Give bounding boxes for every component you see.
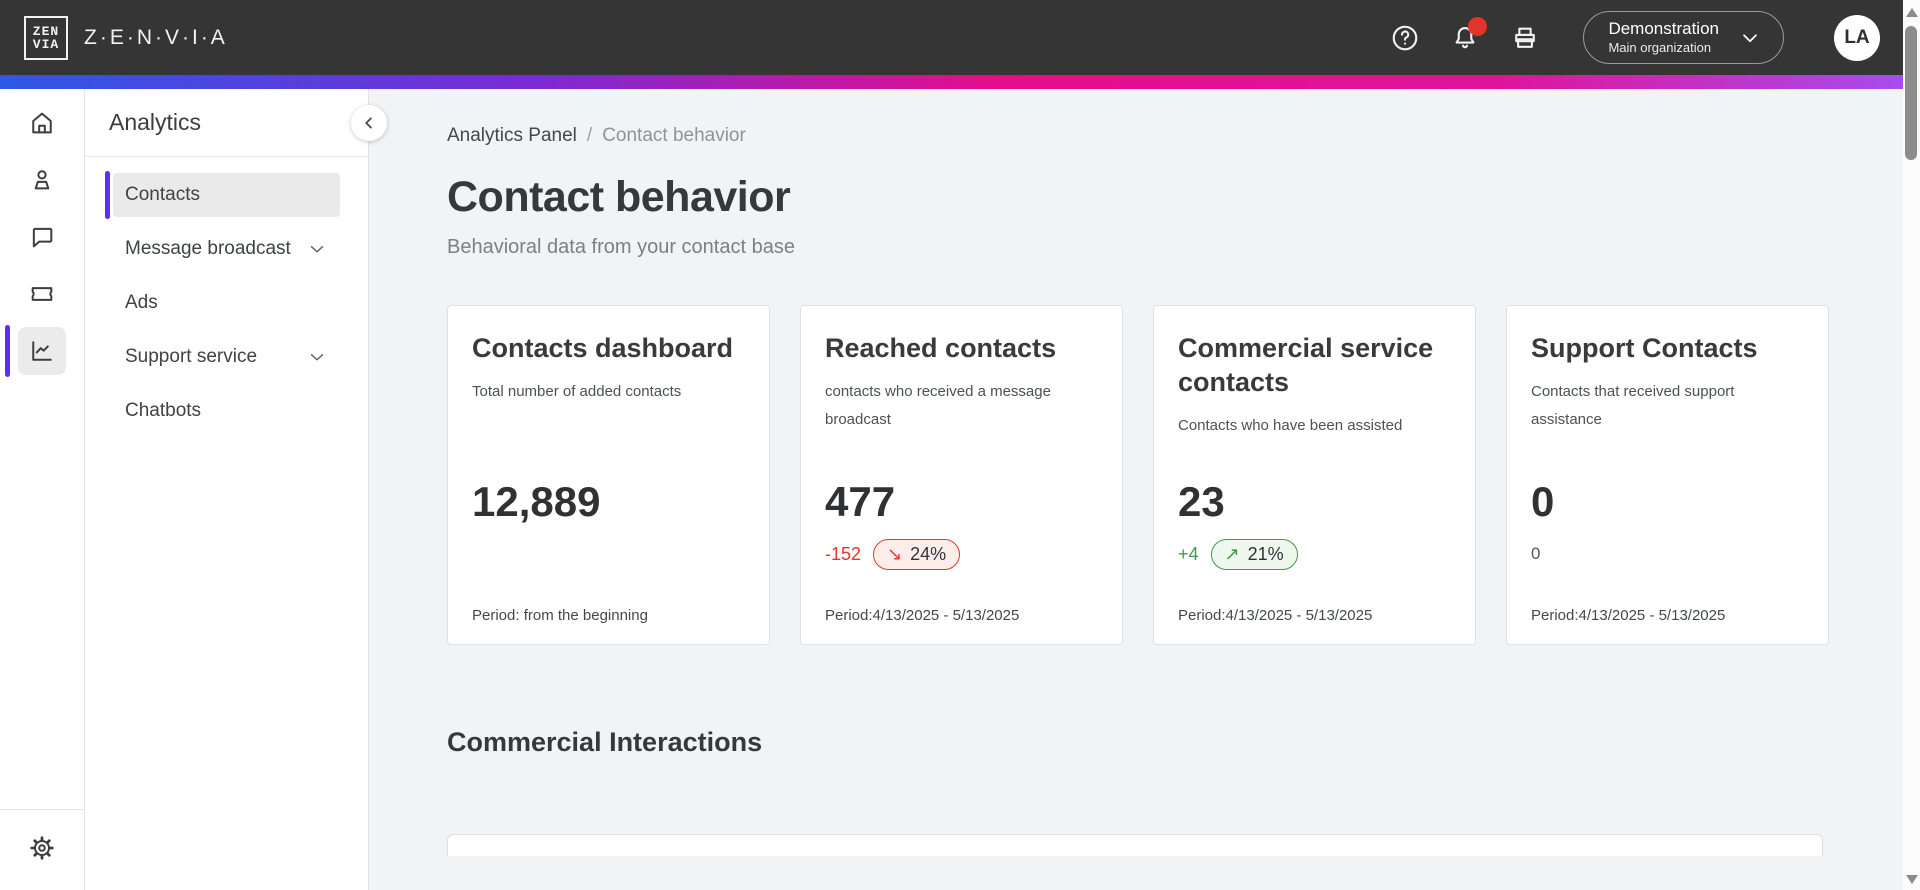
sidebar-item-ads[interactable]: Ads (113, 281, 340, 325)
delta-value: -152 (825, 543, 862, 564)
kpi-cards-row: Contacts dashboard Total number of added… (447, 305, 1920, 645)
rail-item-settings[interactable] (18, 824, 66, 872)
icon-rail (0, 89, 85, 890)
sidebar-item-label: Contacts (125, 184, 200, 205)
delta-value: +4 (1178, 543, 1199, 564)
scrollbar-down-arrow[interactable] (1906, 875, 1918, 884)
trend-up-arrow-icon: ↗ (1224, 543, 1240, 564)
card-value: 0 (1531, 478, 1555, 525)
card-reached-contacts[interactable]: Reached contacts contacts who received a… (800, 305, 1123, 645)
sidebar-title: Analytics (109, 109, 202, 135)
organization-name: Demonstration (1608, 19, 1719, 39)
chevron-down-icon (306, 238, 328, 260)
home-icon (28, 109, 56, 137)
scrollbar-thumb[interactable] (1905, 26, 1917, 160)
ticket-icon (28, 280, 56, 308)
card-period: Period:4/13/2025 - 5/13/2025 (1178, 607, 1373, 624)
card-title: Contacts dashboard (472, 333, 734, 363)
notification-dot (1468, 16, 1488, 36)
organization-switcher[interactable]: Demonstration Main organization (1583, 11, 1784, 64)
gear-icon (28, 834, 56, 862)
sidebar-item-support-service[interactable]: Support service (113, 335, 340, 379)
rail-item-home[interactable] (18, 99, 66, 147)
notifications-bell-icon[interactable] (1449, 16, 1488, 54)
card-value: 23 (1178, 478, 1225, 525)
card-commercial-service-contacts[interactable]: Commercial service contacts Contacts who… (1153, 305, 1476, 645)
card-contacts-dashboard[interactable]: Contacts dashboard Total number of added… (447, 305, 770, 645)
card-title: Reached contacts (825, 333, 1057, 363)
sidebar-collapse-button[interactable] (351, 105, 387, 141)
card-description: Total number of added contacts (472, 382, 682, 400)
logo-text-top: ZEN (32, 23, 60, 39)
card-title: Commercial service contacts (1178, 333, 1434, 397)
rail-item-analytics[interactable] (5, 325, 66, 377)
brand: ZEN VIA Z·E·N·V·I·A (24, 15, 228, 60)
breadcrumb-separator: / (586, 125, 593, 146)
trend-badge-down: ↘ 24% (873, 538, 961, 570)
sidebar-item-label: Chatbots (125, 400, 202, 421)
logo-text-bottom: VIA (32, 36, 60, 52)
breadcrumb: Analytics Panel / Contact behavior (447, 125, 1920, 147)
card-description: contacts who received a message broadcas… (825, 382, 1051, 429)
page-title: Contact behavior (447, 173, 791, 221)
delta-value: 0 (1531, 544, 1541, 563)
chat-bubble-icon (28, 223, 56, 251)
trend-badge-up: ↗ 21% (1210, 538, 1298, 570)
organization-subtitle: Main organization (1608, 39, 1712, 55)
trend-percentage: 21% (1247, 543, 1284, 564)
page-subtitle: Behavioral data from your contact base (447, 236, 795, 258)
person-icon (28, 166, 56, 194)
scrollbar-up-arrow[interactable] (1906, 8, 1918, 17)
zenvia-logo-icon: ZEN VIA (24, 15, 68, 60)
rail-item-tickets[interactable] (18, 270, 66, 318)
topbar: ZEN VIA Z·E·N·V·I·A (0, 0, 1920, 75)
card-value: 12,889 (472, 478, 601, 525)
card-support-contacts[interactable]: Support Contacts Contacts that received … (1506, 305, 1829, 645)
chevron-down-icon (306, 346, 328, 368)
sidebar-item-chatbots[interactable]: Chatbots (113, 389, 340, 433)
card-description: Contacts that received support assistanc… (1531, 382, 1735, 429)
trend-down-arrow-icon: ↘ (887, 543, 903, 564)
analytics-sidebar: Analytics Contacts Message broadcast Ads… (85, 89, 369, 890)
rail-item-contacts[interactable] (18, 156, 66, 204)
card-description: Contacts who have been assisted (1178, 416, 1403, 434)
sidebar-item-label: Message broadcast (125, 238, 291, 259)
card-value: 477 (825, 478, 896, 525)
breadcrumb-analytics-panel[interactable]: Analytics Panel (447, 125, 577, 146)
brand-gradient-bar (0, 75, 1920, 89)
brand-wordmark: Z·E·N·V·I·A (84, 25, 228, 49)
rail-item-conversations[interactable] (18, 213, 66, 261)
printer-icon[interactable] (1509, 22, 1541, 54)
trend-percentage: 24% (910, 543, 947, 564)
commercial-interactions-card-partial (447, 834, 1823, 856)
main-content: Analytics Panel / Contact behavior Conta… (369, 89, 1920, 890)
help-icon[interactable] (1389, 22, 1421, 54)
sidebar-item-contacts[interactable]: Contacts (105, 171, 340, 219)
card-period: Period:4/13/2025 - 5/13/2025 (1531, 607, 1726, 624)
sidebar-item-label: Ads (125, 292, 158, 313)
page-scrollbar[interactable] (1903, 0, 1920, 890)
breadcrumb-current: Contact behavior (602, 125, 746, 146)
card-period: Period:4/13/2025 - 5/13/2025 (825, 607, 1020, 624)
section-heading-commercial-interactions: Commercial Interactions (447, 727, 763, 757)
chevron-down-icon (1737, 25, 1763, 51)
sidebar-item-label: Support service (125, 346, 258, 367)
card-title: Support Contacts (1531, 333, 1758, 363)
sidebar-item-message-broadcast[interactable]: Message broadcast (113, 227, 340, 271)
card-period: Period: from the beginning (472, 607, 648, 624)
user-avatar[interactable]: LA (1834, 14, 1880, 61)
line-chart-icon (28, 337, 56, 365)
